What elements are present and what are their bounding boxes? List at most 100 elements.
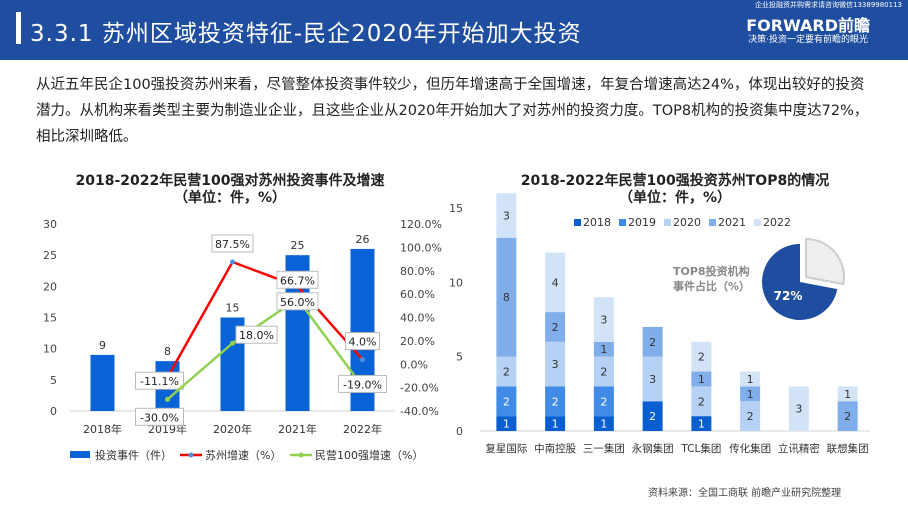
segment-label: 2 [698,351,705,364]
line-point [230,259,235,265]
y-tick-label: 10 [449,276,463,289]
segment-label: 1 [844,388,851,401]
left-chart-subtitle: （单位：件，%） [173,190,287,206]
segment-label: 2 [649,336,656,349]
stacked-bar-segment-2021 [837,401,858,431]
stacked-bar-segment-2020 [691,386,712,417]
y-tick-label: 15 [449,202,463,215]
segment-label: 3 [503,209,510,222]
legend-swatch-bar [70,451,90,458]
stacked-bar-segment-2022 [740,371,761,387]
header-banner: 3.3.1 苏州区域投资特征-民企2020年开始加大投资 企业投融资并购需求请咨… [0,0,908,60]
legend-label: 民营100强增速（%） [315,448,423,462]
y-tick-label: 5 [456,351,463,364]
line-point [230,340,235,346]
pie-value-label: 72% [774,289,803,303]
data-label-box [276,270,319,289]
segment-label: 2 [747,410,754,423]
segment-label: 2 [844,410,851,423]
segment-label: 2 [698,395,705,408]
stacked-bar-segment-2020 [496,356,517,387]
x-tick-label: 复星国际 [485,442,527,455]
segment-label: 2 [600,395,607,408]
stacked-bar-segment-2022 [837,386,858,402]
segment-label: 2 [503,395,510,408]
y2-tick-label: 100.0% [400,241,442,254]
bar-investment-events [90,354,115,411]
legend-label: 投资事件（件） [95,448,172,462]
segment-label: 1 [747,388,754,401]
stacked-bar-segment-2018 [545,416,566,431]
line-point [165,396,170,402]
y2-tick-label: -20.0% [400,382,439,395]
bar-data-label: 9 [99,339,106,352]
stacked-bar-segment-2021 [642,326,663,357]
stacked-bar-segment-2019 [496,386,517,417]
logo: FORWARD前瞻 [746,16,870,35]
data-label-box [211,234,254,253]
stacked-bar-segment-2021 [691,371,712,387]
y-tick-label: 10 [43,343,57,356]
legend-swatch [619,219,626,226]
legend-swatch [709,219,716,226]
line-suzhou-growth [166,260,364,378]
contact-text: 企业投融资并购需求请咨询微信13389980113 [755,1,902,9]
y-tick-label: 20 [43,280,57,293]
line-data-label: 56.0% [280,296,315,309]
legend-label: 2022 [763,216,791,229]
y2-tick-label: 0.0% [400,358,428,371]
y2-tick-label: 20.0% [400,335,435,348]
line-data-label: 87.5% [215,238,250,251]
y2-tick-label: 120.0% [400,218,442,231]
segment-label: 2 [649,410,656,423]
stacked-bar-segment-2018 [496,416,517,431]
segment-label: 1 [698,418,705,431]
x-tick-label: 联想集团 [827,442,869,455]
x-tick-label: 传化集团 [729,442,771,455]
stacked-bar-segment-2022 [788,386,809,431]
legend-label: 2019 [628,216,656,229]
stacked-bar-segment-2020 [593,356,614,387]
legend-swatch [574,219,581,226]
stacked-bar-segment-2019 [545,386,566,417]
y-tick-label: 30 [43,218,57,231]
right-chart-subtitle: （单位：件，%） [618,190,732,206]
x-tick-label: 2020年 [213,422,252,436]
legend-marker [188,452,194,458]
x-tick-label: 立讯精密 [778,442,820,455]
pie-slice-top8 [761,244,838,320]
bar-data-label: 15 [226,302,240,315]
segment-label: 3 [795,403,802,416]
stacked-bar-segment-2021 [593,341,614,357]
pie-caption: 事件占比（%） [673,279,750,293]
bar-data-label: 25 [291,239,305,252]
y-tick-label: 15 [43,312,57,325]
stacked-bar-segment-2020 [545,341,566,387]
segment-label: 2 [552,395,559,408]
data-label-box [135,407,184,426]
x-tick-label: 三一集团 [583,442,625,455]
stacked-bar-segment-2020 [740,401,761,431]
data-label-box [338,374,387,393]
page-title: 3.3.1 苏州区域投资特征-民企2020年开始加大投资 [30,21,582,47]
stacked-bar-segment-2018 [642,401,663,431]
data-label-box [135,371,184,390]
summary-paragraph: 从近五年民企100强投资苏州来看，尽管整体投资事件较少，但历年增速高于全国增速，… [36,77,869,145]
legend-label: 2021 [718,216,746,229]
segment-label: 1 [503,418,510,431]
segment-label: 1 [552,418,559,431]
stacked-bar-segment-2018 [593,416,614,431]
title-accent-bar [16,12,21,44]
stacked-bar-segment-2018 [691,416,712,431]
y2-tick-label: -40.0% [400,405,439,418]
segment-label: 1 [600,418,607,431]
line-point [360,357,365,363]
stacked-bar-segment-2022 [496,193,517,238]
right-chart-title-block: 2018-2022年民营100强投资苏州TOP8的情况 （单位：件，%） [470,173,880,207]
stacked-bar-segment-2022 [691,341,712,372]
data-label-box [276,292,319,311]
segment-label: 2 [503,366,510,379]
line-data-label: 4.0% [349,336,377,349]
x-tick-label: 2021年 [278,422,317,436]
